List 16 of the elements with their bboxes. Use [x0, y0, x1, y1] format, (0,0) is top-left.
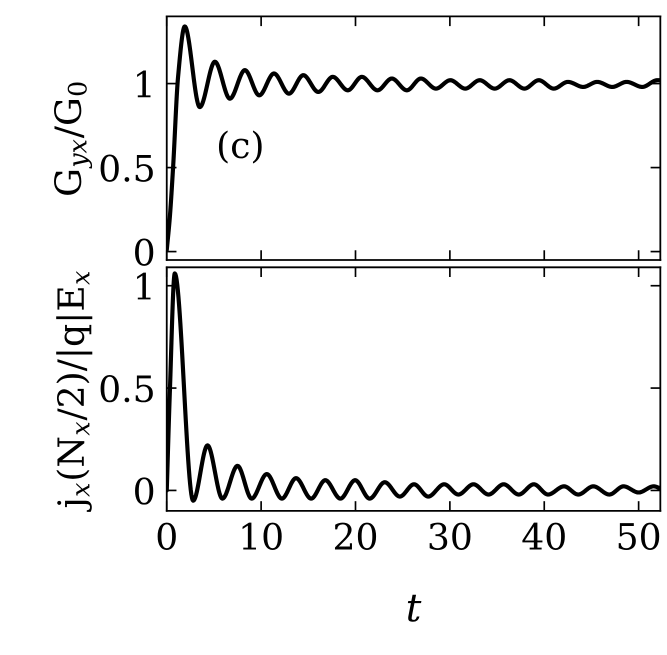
x-tick-label: 0: [158, 522, 176, 550]
y-tick-label: 0: [135, 477, 154, 505]
y-axis-title: G$_{yx}$/G$_{0}$: [54, 82, 92, 195]
y-tick-label: 0.5: [100, 374, 153, 402]
x-tick-label: 40: [522, 522, 565, 550]
annotation: (c): [218, 130, 262, 164]
y-axis-title: j$_{x}$(N$_{x}$/2)/|q|E$_{x}$: [56, 271, 92, 512]
x-tick-label: 20: [334, 522, 376, 550]
y-tick-label: 1: [137, 272, 151, 300]
x-tick-label: 10: [242, 522, 282, 550]
y-tick-label: 0: [135, 238, 154, 266]
x-tick-label: 30: [430, 522, 470, 550]
x-tick-label: 50: [618, 522, 660, 550]
x-axis-title: t: [408, 594, 422, 622]
y-tick-label: 0.5: [100, 154, 153, 182]
y-tick-label: 1: [137, 70, 151, 98]
